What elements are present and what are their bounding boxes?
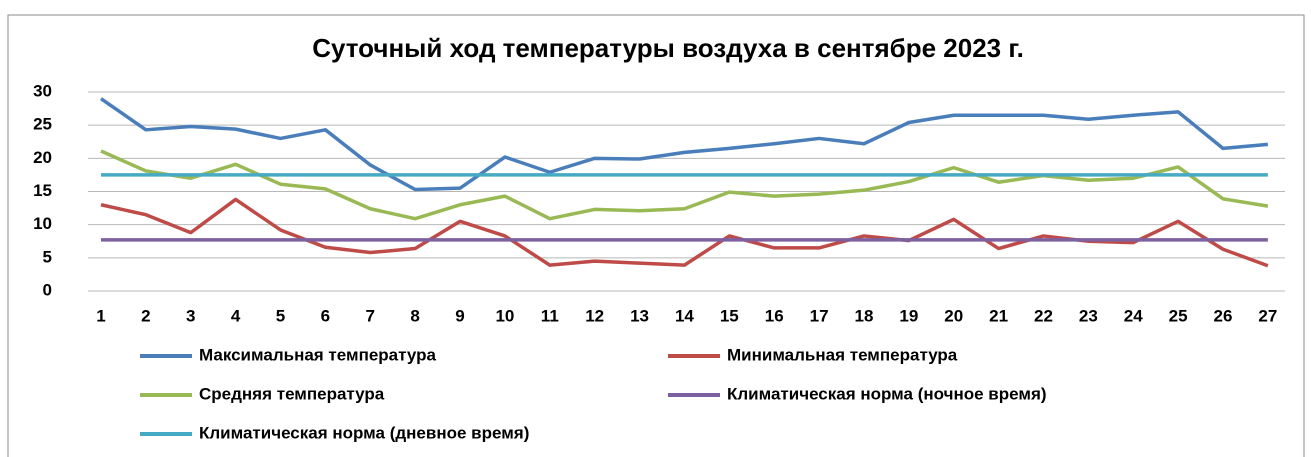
x-tick-label: 20 bbox=[944, 306, 963, 325]
y-tick-label: 10 bbox=[33, 214, 52, 233]
x-tick-label: 21 bbox=[989, 306, 1008, 325]
legend-label: Климатическая норма (ночное время) bbox=[727, 384, 1047, 403]
x-tick-label: 16 bbox=[765, 306, 784, 325]
x-tick-label: 3 bbox=[186, 306, 195, 325]
series-line bbox=[100, 149, 1269, 221]
legend-label: Минимальная температура bbox=[727, 345, 958, 364]
x-tick-label: 27 bbox=[1258, 306, 1277, 325]
y-tick-label: 25 bbox=[33, 115, 52, 134]
x-tick-label: 5 bbox=[276, 306, 285, 325]
y-tick-label: 15 bbox=[33, 181, 52, 200]
series-line bbox=[100, 97, 1269, 192]
legend-label: Максимальная температура bbox=[199, 345, 436, 364]
x-tick-label: 23 bbox=[1079, 306, 1098, 325]
x-tick-label: 15 bbox=[720, 306, 739, 325]
x-tick-label: 10 bbox=[495, 306, 514, 325]
chart-title: Суточный ход температуры воздуха в сентя… bbox=[312, 33, 1024, 63]
y-tick-label: 20 bbox=[33, 148, 52, 167]
x-tick-label: 8 bbox=[410, 306, 419, 325]
x-tick-label: 11 bbox=[541, 306, 559, 325]
x-tick-label: 26 bbox=[1214, 306, 1233, 325]
x-tick-label: 25 bbox=[1169, 306, 1188, 325]
x-tick-label: 1 bbox=[96, 306, 105, 325]
x-tick-label: 4 bbox=[231, 306, 241, 325]
x-tick-label: 19 bbox=[899, 306, 918, 325]
legend-label: Климатическая норма (дневное время) bbox=[199, 423, 529, 442]
x-tick-label: 7 bbox=[366, 306, 375, 325]
legend-label: Средняя температура bbox=[199, 384, 385, 403]
x-tick-label: 22 bbox=[1034, 306, 1053, 325]
x-tick-label: 9 bbox=[455, 306, 464, 325]
x-tick-label: 24 bbox=[1124, 306, 1143, 325]
x-tick-label: 13 bbox=[630, 306, 649, 325]
x-tick-label: 12 bbox=[585, 306, 604, 325]
x-tick-label: 14 bbox=[675, 306, 694, 325]
x-tick-label: 18 bbox=[854, 306, 873, 325]
x-tick-label: 6 bbox=[321, 306, 330, 325]
y-tick-label: 0 bbox=[43, 280, 52, 299]
x-tick-label: 17 bbox=[810, 306, 829, 325]
x-tick-label: 2 bbox=[141, 306, 150, 325]
y-tick-label: 30 bbox=[33, 81, 52, 100]
y-tick-label: 5 bbox=[43, 247, 52, 266]
chart-frame bbox=[7, 14, 1305, 457]
